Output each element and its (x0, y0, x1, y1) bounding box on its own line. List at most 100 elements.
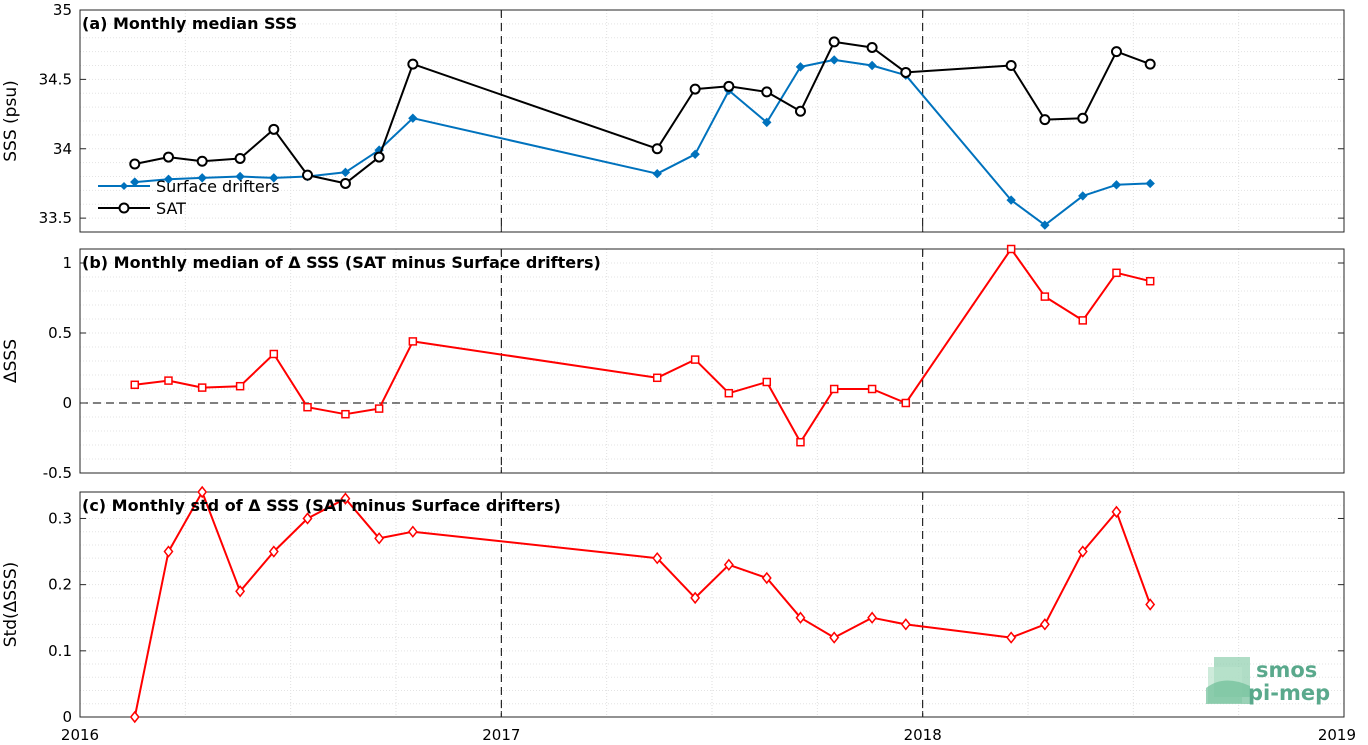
data-point (829, 55, 839, 65)
data-point (302, 169, 314, 181)
data-point (269, 349, 279, 359)
y-tick-label: 0.3 (48, 509, 72, 527)
data-point (761, 86, 773, 98)
data-point (1006, 631, 1017, 644)
data-point (1111, 505, 1122, 519)
data-point (1078, 191, 1088, 201)
y-tick-label: 34.5 (39, 70, 72, 88)
data-point (723, 558, 734, 571)
data-point (1006, 244, 1016, 254)
data-point (829, 631, 840, 644)
data-point (652, 169, 662, 179)
data-point (407, 525, 418, 538)
y-tick-label: 33.5 (39, 209, 72, 227)
x-tick-label: 2017 (482, 726, 520, 744)
chart-title: (b) Monthly median of Δ SSS (SAT minus S… (82, 253, 601, 272)
data-point (197, 383, 207, 392)
data-point (268, 545, 279, 558)
y-tick-label: 0 (62, 708, 72, 726)
y-tick-label: 0.5 (48, 324, 72, 342)
legend-label: Surface drifters (156, 177, 280, 196)
smos-pi-mep-logo: smos pi-mep (1206, 657, 1330, 705)
series-line-series-1 (134, 248, 1151, 444)
x-tick-label: 2018 (904, 726, 942, 744)
data-point (340, 492, 351, 505)
x-tick-label: 2016 (61, 726, 99, 744)
data-point (1144, 58, 1156, 70)
data-point (690, 355, 700, 364)
data-point (196, 155, 208, 167)
data-point (163, 545, 174, 558)
data-point (408, 337, 418, 346)
data-point (1040, 292, 1050, 301)
data-point (1005, 60, 1017, 71)
logo-text-line2: pi-mep (1248, 681, 1330, 705)
legend: Surface drifters SAT (98, 177, 280, 218)
data-point (1145, 598, 1156, 611)
data-point (690, 591, 701, 605)
data-point (1145, 178, 1155, 189)
data-point (1112, 268, 1121, 278)
y-axis-label: ΔSSS (1, 339, 21, 383)
data-point (235, 381, 245, 391)
y-tick-label: -0.5 (43, 464, 72, 482)
data-point (796, 437, 805, 447)
series-line-sat (134, 40, 1151, 185)
series-series-1 (130, 244, 1155, 447)
y-tick-label: 0.2 (48, 576, 72, 594)
x-tick-label: 2019 (1318, 726, 1356, 744)
data-point (795, 62, 806, 72)
data-point (407, 58, 419, 70)
y-axis-label: SSS (psu) (1, 80, 21, 161)
data-point (1006, 195, 1016, 205)
panel-a-monthly-median-sss: 33.5 34 34.5 35 SSS (psu) (a) Monthly median … (1, 1, 1345, 233)
data-point (235, 171, 245, 182)
data-point (234, 152, 246, 164)
data-point (164, 376, 173, 385)
data-point (724, 388, 734, 398)
axes-frame (79, 248, 1345, 474)
data-point (867, 384, 877, 394)
data-point (197, 485, 208, 499)
data-point (302, 512, 313, 525)
data-point (129, 158, 141, 170)
y-tick-label: 0.1 (48, 642, 72, 660)
data-point (901, 398, 911, 408)
logo-text-line1: smos (1256, 658, 1317, 682)
data-point (761, 571, 772, 585)
data-point (867, 60, 877, 71)
data-point (828, 36, 840, 48)
y-tick-label: 34 (53, 140, 72, 158)
logo-mark-icon (1206, 657, 1250, 704)
data-point (866, 41, 878, 53)
data-point (163, 174, 174, 184)
data-point (269, 173, 279, 183)
data-point (235, 585, 246, 598)
panel-c-monthly-std-delta-sss: 0 0.1 0.2 0.3 2016 2017 2018 2019 Std(ΔSSS) (c) M… (1, 485, 1356, 744)
data-point (762, 117, 772, 128)
data-point (762, 377, 772, 387)
chart-title: (a) Monthly median SSS (82, 14, 297, 33)
y-tick-label: 1 (62, 254, 72, 272)
data-point (867, 611, 878, 624)
series-line-surface-drifters (134, 58, 1151, 227)
data-point (197, 173, 207, 183)
data-point (130, 380, 140, 390)
y-tick-label: 35 (53, 1, 72, 19)
panel-b-monthly-median-delta-sss: -0.5 0 0.5 1 ΔSSS (b) Monthly median of Δ SSS… (1, 244, 1345, 482)
data-point (373, 151, 385, 163)
data-point (794, 105, 806, 117)
data-point (340, 167, 351, 178)
data-point (900, 66, 912, 78)
data-point (408, 113, 418, 123)
data-point (1110, 46, 1122, 58)
data-point (130, 177, 140, 187)
data-point (1145, 276, 1155, 286)
axes-frame (79, 491, 1345, 718)
series-line-series-1 (133, 491, 1152, 718)
chart-title: (c) Monthly std of Δ SSS (SAT minus Surf… (82, 496, 561, 515)
data-point (652, 373, 662, 383)
data-point (1077, 545, 1088, 558)
data-point (1039, 114, 1051, 126)
